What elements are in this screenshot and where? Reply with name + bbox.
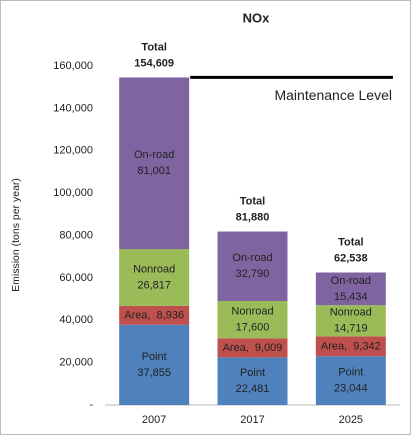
total-title: Total — [141, 41, 166, 53]
label-separator: , — [147, 309, 150, 321]
data-label: 22,481 — [236, 383, 270, 395]
total-label: 62,538 — [334, 252, 368, 264]
bar-segment — [315, 272, 386, 306]
series-name: Point — [142, 351, 167, 363]
bar-segment — [119, 249, 190, 306]
bar-segment — [119, 305, 190, 325]
series-name: On-road — [331, 275, 371, 287]
data-value: 9,342 — [353, 340, 381, 352]
total-title: Total — [240, 195, 265, 207]
bar-segment — [217, 231, 288, 301]
bar-segment — [217, 338, 288, 358]
y-tick-label: 80,000 — [59, 229, 93, 241]
series-name: Area — [124, 309, 148, 321]
data-label: 37,855 — [137, 367, 171, 379]
series-name: Nonroad — [330, 307, 372, 319]
series-name: Nonroad — [133, 263, 175, 275]
y-axis-label: Emission (tons per year) — [10, 178, 22, 292]
y-tick-label: 120,000 — [53, 145, 93, 157]
data-value: 8,936 — [157, 309, 185, 321]
data-label: Area, 9,009 — [223, 342, 283, 354]
total-label: 81,880 — [236, 211, 270, 223]
bar-segment — [119, 324, 190, 405]
series-name: Nonroad — [231, 306, 273, 318]
data-label: 14,719 — [334, 323, 368, 335]
bar-segment — [315, 336, 386, 357]
series-name: Area — [321, 340, 345, 352]
y-tick-label: 40,000 — [59, 314, 93, 326]
total-title: Total — [338, 236, 363, 248]
total-label: 154,609 — [134, 57, 174, 69]
x-tick-label: 2017 — [240, 414, 264, 426]
series-name: On-road — [134, 149, 174, 161]
bar-segment — [315, 305, 386, 337]
bar-segment — [217, 300, 288, 339]
y-tick-label: - — [89, 399, 93, 411]
data-label: 32,790 — [236, 268, 270, 280]
x-tick-label: 2025 — [339, 414, 363, 426]
y-tick-label: 140,000 — [53, 102, 93, 114]
series-name: Point — [338, 366, 363, 378]
data-label: 15,434 — [334, 291, 368, 303]
data-value: 9,009 — [255, 342, 283, 354]
data-label: 26,817 — [137, 279, 171, 291]
bar-segment — [315, 356, 386, 405]
y-tick-label: 160,000 — [53, 60, 93, 72]
y-tick-label: 100,000 — [53, 187, 93, 199]
data-label: Area, 9,342 — [321, 340, 381, 352]
series-name: Area — [223, 342, 247, 354]
y-tick-label: 60,000 — [59, 272, 93, 284]
data-label: 17,600 — [236, 322, 270, 334]
x-tick-label: 2007 — [142, 414, 166, 426]
y-tick-label: 20,000 — [59, 357, 93, 369]
data-label: Area, 8,936 — [124, 309, 184, 321]
series-name: Point — [240, 367, 265, 379]
bar-segment — [119, 77, 190, 250]
label-separator: , — [246, 342, 249, 354]
series-name: On-road — [232, 252, 272, 264]
data-label: 81,001 — [137, 165, 171, 177]
reference-label: Maintenance Level — [274, 87, 392, 103]
data-label: 23,044 — [334, 382, 368, 394]
bar-segment — [217, 357, 288, 405]
label-separator: , — [344, 340, 347, 352]
chart-title: NOx — [243, 10, 271, 25]
